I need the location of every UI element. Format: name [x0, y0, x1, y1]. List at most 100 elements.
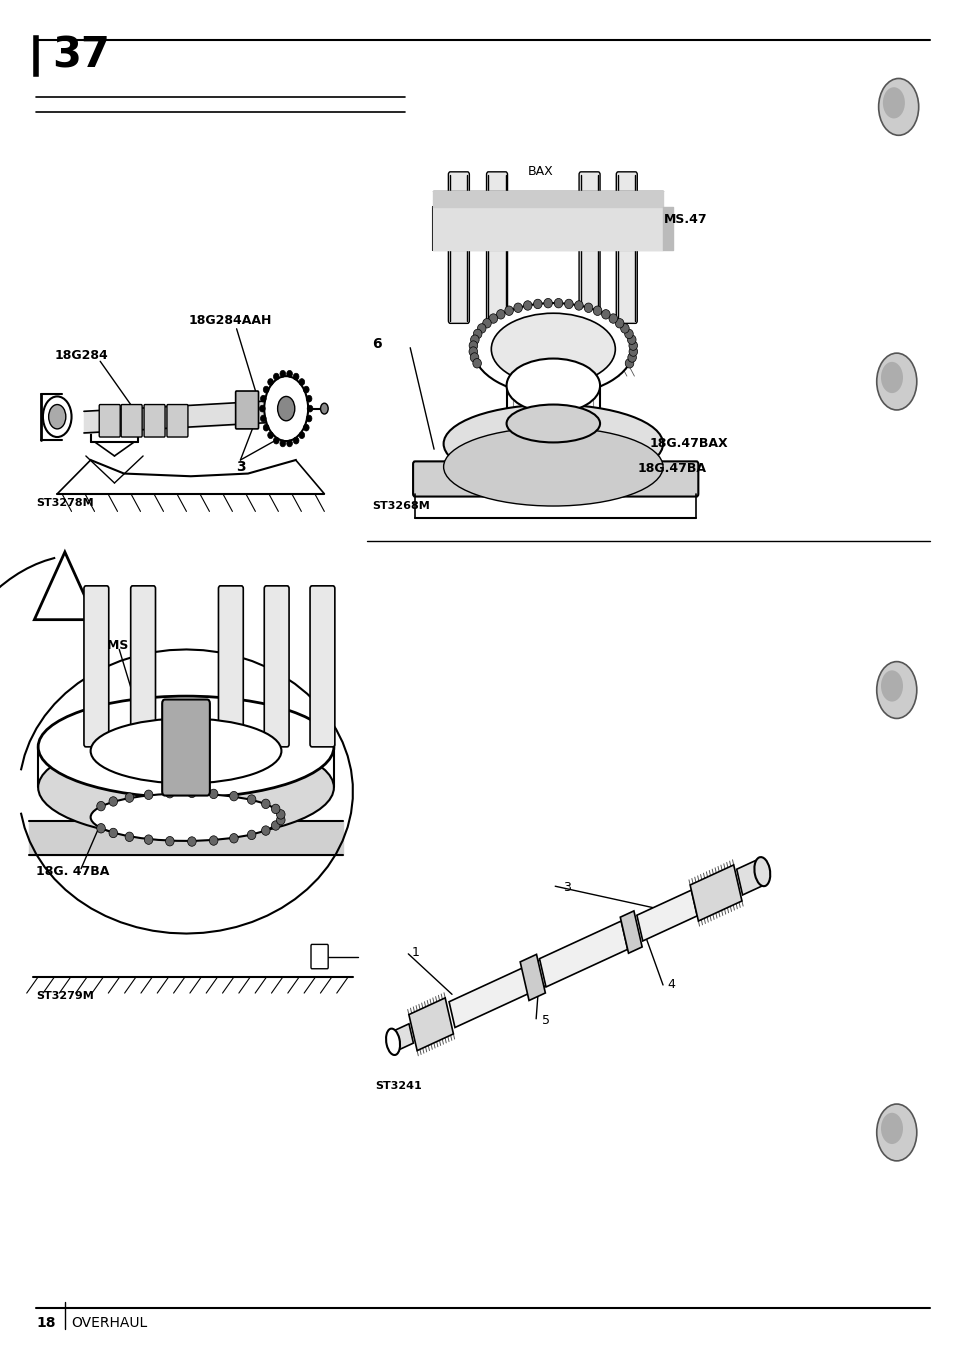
Ellipse shape: [306, 415, 312, 422]
Ellipse shape: [271, 804, 279, 813]
Ellipse shape: [306, 395, 312, 402]
Circle shape: [880, 361, 902, 394]
Ellipse shape: [144, 835, 152, 844]
Ellipse shape: [264, 376, 308, 441]
Ellipse shape: [166, 789, 174, 798]
Ellipse shape: [564, 299, 573, 308]
Text: BAX: BAX: [527, 165, 553, 179]
Ellipse shape: [96, 824, 105, 833]
Ellipse shape: [628, 341, 637, 350]
Ellipse shape: [279, 371, 285, 377]
Text: OVERHAUL: OVERHAUL: [71, 1316, 148, 1330]
Ellipse shape: [293, 373, 298, 380]
FancyBboxPatch shape: [486, 172, 507, 323]
Ellipse shape: [470, 336, 478, 345]
Ellipse shape: [628, 346, 637, 356]
Text: 18G284: 18G284: [54, 349, 108, 363]
Text: 18: 18: [36, 1316, 55, 1330]
Ellipse shape: [263, 425, 269, 432]
Text: 18G.47BA: 18G.47BA: [637, 461, 705, 475]
Polygon shape: [619, 911, 641, 954]
Circle shape: [880, 1112, 902, 1145]
Ellipse shape: [533, 299, 541, 308]
Ellipse shape: [144, 790, 152, 800]
Text: 18G284AAH: 18G284AAH: [189, 314, 272, 327]
FancyBboxPatch shape: [311, 944, 328, 969]
Ellipse shape: [307, 406, 313, 413]
FancyBboxPatch shape: [84, 586, 109, 747]
Ellipse shape: [303, 386, 309, 392]
Text: ST3268M: ST3268M: [372, 501, 430, 511]
Ellipse shape: [43, 396, 71, 437]
Polygon shape: [409, 999, 453, 1051]
Ellipse shape: [574, 300, 582, 310]
Ellipse shape: [188, 836, 196, 846]
Ellipse shape: [593, 306, 601, 315]
Ellipse shape: [91, 718, 281, 783]
Text: ST3278M: ST3278M: [36, 498, 93, 509]
Ellipse shape: [754, 856, 769, 886]
FancyBboxPatch shape: [99, 405, 120, 437]
Ellipse shape: [125, 832, 133, 842]
Polygon shape: [34, 552, 95, 620]
Ellipse shape: [303, 425, 309, 432]
FancyBboxPatch shape: [167, 405, 188, 437]
FancyBboxPatch shape: [144, 405, 165, 437]
Circle shape: [876, 662, 916, 718]
Circle shape: [878, 78, 918, 135]
Ellipse shape: [261, 825, 270, 835]
FancyBboxPatch shape: [235, 391, 258, 429]
Ellipse shape: [260, 395, 266, 402]
Ellipse shape: [263, 386, 269, 392]
Text: MS 47: MS 47: [107, 639, 150, 652]
Ellipse shape: [293, 437, 298, 444]
Polygon shape: [736, 859, 764, 894]
Ellipse shape: [271, 821, 279, 831]
Ellipse shape: [38, 697, 334, 798]
Ellipse shape: [624, 329, 633, 338]
Text: 3: 3: [236, 460, 246, 474]
Ellipse shape: [125, 793, 133, 802]
Ellipse shape: [554, 299, 562, 308]
Ellipse shape: [601, 310, 610, 319]
Ellipse shape: [523, 300, 532, 310]
Ellipse shape: [543, 299, 552, 308]
Ellipse shape: [209, 789, 217, 798]
Ellipse shape: [109, 797, 117, 806]
Ellipse shape: [506, 405, 599, 442]
Ellipse shape: [274, 437, 279, 444]
Ellipse shape: [276, 816, 285, 825]
Ellipse shape: [268, 432, 274, 438]
Polygon shape: [637, 890, 697, 940]
Ellipse shape: [209, 836, 217, 846]
Ellipse shape: [615, 318, 623, 327]
Ellipse shape: [469, 341, 477, 350]
FancyBboxPatch shape: [413, 461, 698, 497]
Ellipse shape: [268, 379, 274, 386]
Ellipse shape: [260, 415, 266, 422]
Text: 18G.47BAX: 18G.47BAX: [649, 437, 727, 451]
Ellipse shape: [476, 323, 485, 333]
Ellipse shape: [469, 346, 477, 356]
FancyBboxPatch shape: [310, 586, 335, 747]
Polygon shape: [539, 921, 627, 986]
Text: ST3241: ST3241: [375, 1081, 421, 1092]
Ellipse shape: [491, 314, 615, 386]
Ellipse shape: [38, 737, 334, 839]
Ellipse shape: [277, 396, 294, 421]
Ellipse shape: [230, 833, 238, 843]
Ellipse shape: [608, 314, 617, 323]
Ellipse shape: [274, 373, 279, 380]
FancyBboxPatch shape: [264, 586, 289, 747]
Ellipse shape: [583, 303, 592, 313]
Circle shape: [880, 670, 902, 702]
Ellipse shape: [489, 314, 497, 323]
Ellipse shape: [482, 318, 491, 327]
Ellipse shape: [287, 440, 293, 446]
Ellipse shape: [506, 359, 599, 413]
Ellipse shape: [259, 406, 265, 413]
FancyBboxPatch shape: [448, 172, 469, 323]
Ellipse shape: [624, 359, 633, 368]
Ellipse shape: [470, 353, 478, 363]
Text: 18G. 47BA: 18G. 47BA: [36, 865, 110, 878]
